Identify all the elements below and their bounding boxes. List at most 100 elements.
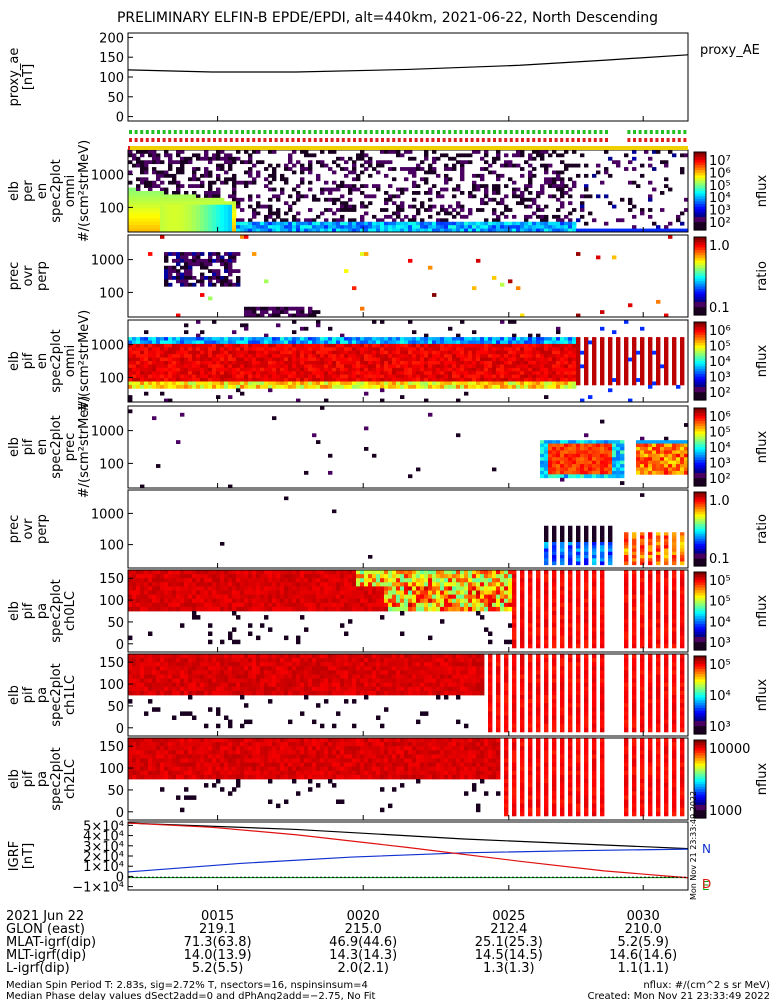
panel-elb_per_en-cell	[484, 228, 489, 233]
panel-elb_pif_prec-cell	[564, 460, 569, 465]
panel-elb_per_en-cell	[432, 228, 437, 233]
panel-elb_pif_en-cell	[468, 367, 473, 372]
panel-pa_ch0-cell	[176, 594, 181, 600]
panel-elb_pif_prec-cell	[620, 460, 625, 465]
panel-elb_per_en-cell	[132, 211, 137, 216]
panel-elb_per_en-cell	[316, 214, 321, 219]
panel-pa_ch0-cell	[216, 602, 221, 608]
panel-elb_pif_en-cell	[216, 350, 221, 355]
panel-elb_per_en-cell	[144, 221, 149, 226]
panel-elb_ratio-cell	[164, 269, 169, 273]
panel-elb_per_en-cell	[212, 197, 217, 202]
panel-elb_ratio-cell	[180, 265, 185, 270]
panel-elb_pif_prec-cell	[540, 467, 545, 472]
panel-elb_pif_en-cell	[576, 350, 581, 355]
panel-elb_pif_en-cell	[264, 364, 269, 369]
panel-elb_per_en-cell	[172, 228, 177, 233]
panel-pa_ch0-cell	[260, 582, 265, 587]
panel-elb_pif_en-cell	[252, 347, 257, 352]
panel-elb_pif_ratio-frame	[127, 489, 689, 569]
panel-elb_per_en-cell	[524, 160, 529, 165]
panel-elb_per_en-cell	[468, 153, 473, 158]
panel-elb_pif_prec-cell	[556, 470, 561, 475]
panel-elb_per_en-cell	[188, 228, 193, 233]
panel-elb_pif_en-cell	[452, 354, 457, 358]
panel-elb_pif_ratio-cell	[552, 538, 557, 543]
panel-elb_pif_en-cell	[216, 343, 221, 348]
panel-elb_pif_prec-cell	[616, 450, 621, 455]
panel-elb_pif_en-cell	[680, 340, 685, 345]
panel-pa_ch0-cell	[200, 570, 205, 575]
panel-pa_ch0-cell	[208, 639, 213, 645]
panel-elb_pif_ratio-cell	[648, 551, 653, 556]
panel-elb_pif_en-cell	[216, 361, 221, 365]
panel-pa_ch0-cell	[268, 594, 273, 600]
panel-elb_per_en-cell	[496, 191, 501, 195]
panel-elb_per_en-cell	[232, 156, 237, 161]
panel-elb_per_en-cell	[360, 218, 365, 223]
panel-elb_per_en-cell	[416, 163, 421, 168]
panel-elb_pif_en-cell	[164, 384, 169, 389]
panel-elb_per_en-cell	[632, 228, 637, 233]
panel-pa_ch0-cell	[296, 594, 301, 600]
panel-elb_per_en-cell	[588, 194, 593, 199]
panel-elb_pif_en-cell	[272, 337, 277, 341]
panel-elb_ratio-cell	[360, 306, 365, 311]
panel-elb_pif_en-cell	[536, 384, 541, 389]
panel-elb_per_en-colorbar-cell	[694, 162, 706, 166]
panel-elb_pif_en-cell	[360, 361, 365, 365]
panel-elb_per_en-cell	[376, 184, 381, 188]
panel-elb_per_en-cell	[340, 225, 345, 229]
panel-elb_per_en-cell	[224, 180, 229, 185]
panel-elb_pif_en-cell	[496, 343, 501, 348]
panel-elb_per_en-cell	[472, 184, 477, 188]
panel-elb_per_en-cell	[152, 191, 157, 195]
panel-pa_ch0-cell	[152, 586, 157, 591]
panel-elb_per_en-cell	[308, 153, 313, 158]
panel-elb_pif_en-cell	[240, 354, 245, 358]
panel-elb_pif_en-cell	[468, 354, 473, 358]
panel-elb_pif_en-cell	[176, 350, 181, 355]
panel-elb_per_en-cell	[308, 170, 313, 175]
panel-elb_pif_en-cell	[484, 378, 489, 382]
panel-elb_pif_en-cell	[248, 384, 253, 389]
panel-elb_pif_en-cell	[372, 350, 377, 355]
panel-elb_pif_en-cell	[592, 350, 597, 355]
panel-elb_pif_en-cell	[204, 343, 209, 348]
panel-elb_pif_en-cell	[568, 361, 573, 365]
panel-elb_pif_en-cell	[156, 337, 161, 341]
panel-elb_per_en-cell	[540, 225, 545, 229]
panel-elb_pif_en-cell	[544, 367, 549, 372]
panel-elb_pif_en-cell	[396, 384, 401, 389]
panel-elb_pif_en-cell	[528, 337, 533, 341]
panel-elb_pif_ratio-cell	[664, 548, 669, 553]
panel-elb_pif_en-cell	[464, 384, 469, 389]
panel-elb_per_en-cell	[256, 173, 261, 178]
panel-elb_pif_en-cell	[336, 343, 341, 348]
panel-elb_pif_ratio-cell	[632, 548, 637, 553]
panel-elb_pif_en-cell	[504, 371, 509, 376]
panel-elb_per_en-cell	[348, 156, 353, 161]
panel-elb_ratio-cell	[188, 252, 193, 256]
panel-elb_per_en-cell	[628, 197, 633, 202]
panel-elb_per_en-cell	[168, 180, 173, 185]
panel-elb_pif_en-cell	[472, 330, 477, 335]
panel-elb_pif_en-cell	[640, 367, 645, 372]
panel-elb_pif_prec-cell	[552, 464, 557, 468]
panel-elb_pif_en-cell	[284, 361, 289, 365]
panel-elb_pif_en-cell	[308, 337, 313, 341]
panel-elb_pif_en-cell	[448, 374, 453, 379]
panel-pa_ch0-cell	[184, 598, 189, 604]
panel-elb_pif_en-cell	[472, 343, 477, 348]
panel-elb_per_en-cell	[656, 225, 661, 229]
panel-pa_ch0-cell	[208, 602, 213, 608]
panel-elb_pif_en-cell	[220, 364, 225, 369]
panel-elb_pif_ratio-cell	[680, 535, 685, 540]
panel-elb_pif_en-cell	[412, 384, 417, 389]
panel-elb_pif_ratio-cell	[640, 548, 645, 553]
panel-elb_pif_prec-cell	[668, 440, 673, 444]
panel-pa_ch0-cell	[248, 594, 253, 600]
panel-elb_pif_en-cell	[332, 357, 337, 362]
panel-elb_per_en-cell	[372, 194, 377, 199]
panel-pa_ch0-cell	[320, 590, 325, 595]
